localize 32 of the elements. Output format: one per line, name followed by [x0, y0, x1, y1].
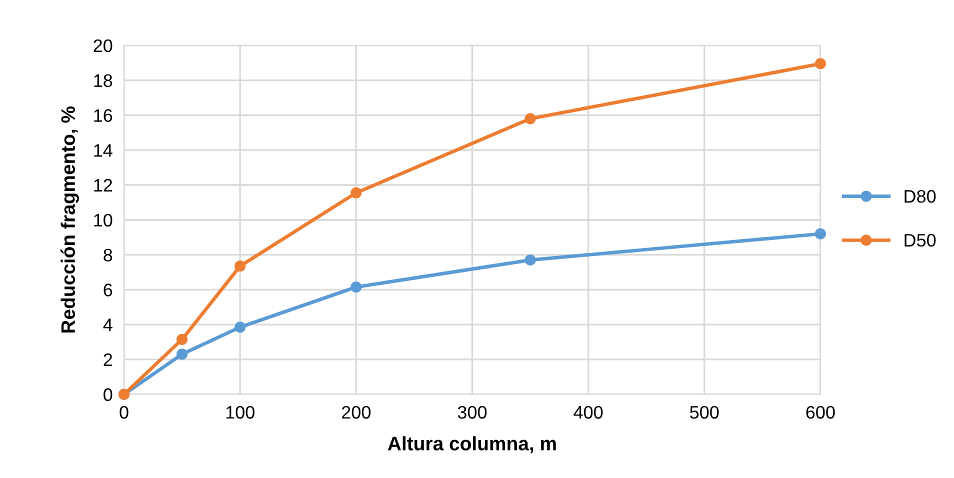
point	[524, 113, 536, 124]
y-tick-label: 8	[104, 248, 112, 262]
point	[350, 187, 362, 198]
point	[176, 348, 188, 360]
y-tick-label: 2	[104, 353, 112, 366]
point	[814, 228, 826, 240]
point	[234, 260, 246, 272]
y-tick-label: 4	[103, 318, 112, 332]
y-tick-label: 6	[104, 284, 112, 296]
x-tick-label: 600	[806, 406, 835, 419]
y-axis-title: Reducción fragmento, %	[60, 106, 79, 333]
point	[524, 254, 536, 266]
point	[350, 281, 362, 293]
point	[234, 322, 246, 333]
y-tick-label: 18	[94, 74, 112, 88]
y-tick-label: 12	[94, 178, 112, 192]
y-tick-label: 0	[104, 388, 112, 402]
x-tick-label: 300	[458, 406, 487, 419]
x-axis-title: Altura columna, m	[388, 436, 556, 454]
legend-label: D50	[904, 234, 936, 247]
point	[814, 58, 826, 70]
y-tick-label: 20	[94, 39, 112, 52]
y-tick-label: 16	[94, 109, 112, 122]
legend-label: D80	[904, 190, 936, 203]
y-tick-label: 14	[94, 144, 112, 157]
y-tick-label: 10	[94, 214, 112, 227]
x-tick-label: 0	[120, 406, 128, 419]
x-tick-label: 100	[226, 406, 254, 419]
x-tick-label: 200	[342, 406, 371, 419]
x-tick-label: 400	[574, 406, 603, 419]
point	[176, 334, 188, 345]
x-tick-label: 500	[690, 406, 719, 419]
